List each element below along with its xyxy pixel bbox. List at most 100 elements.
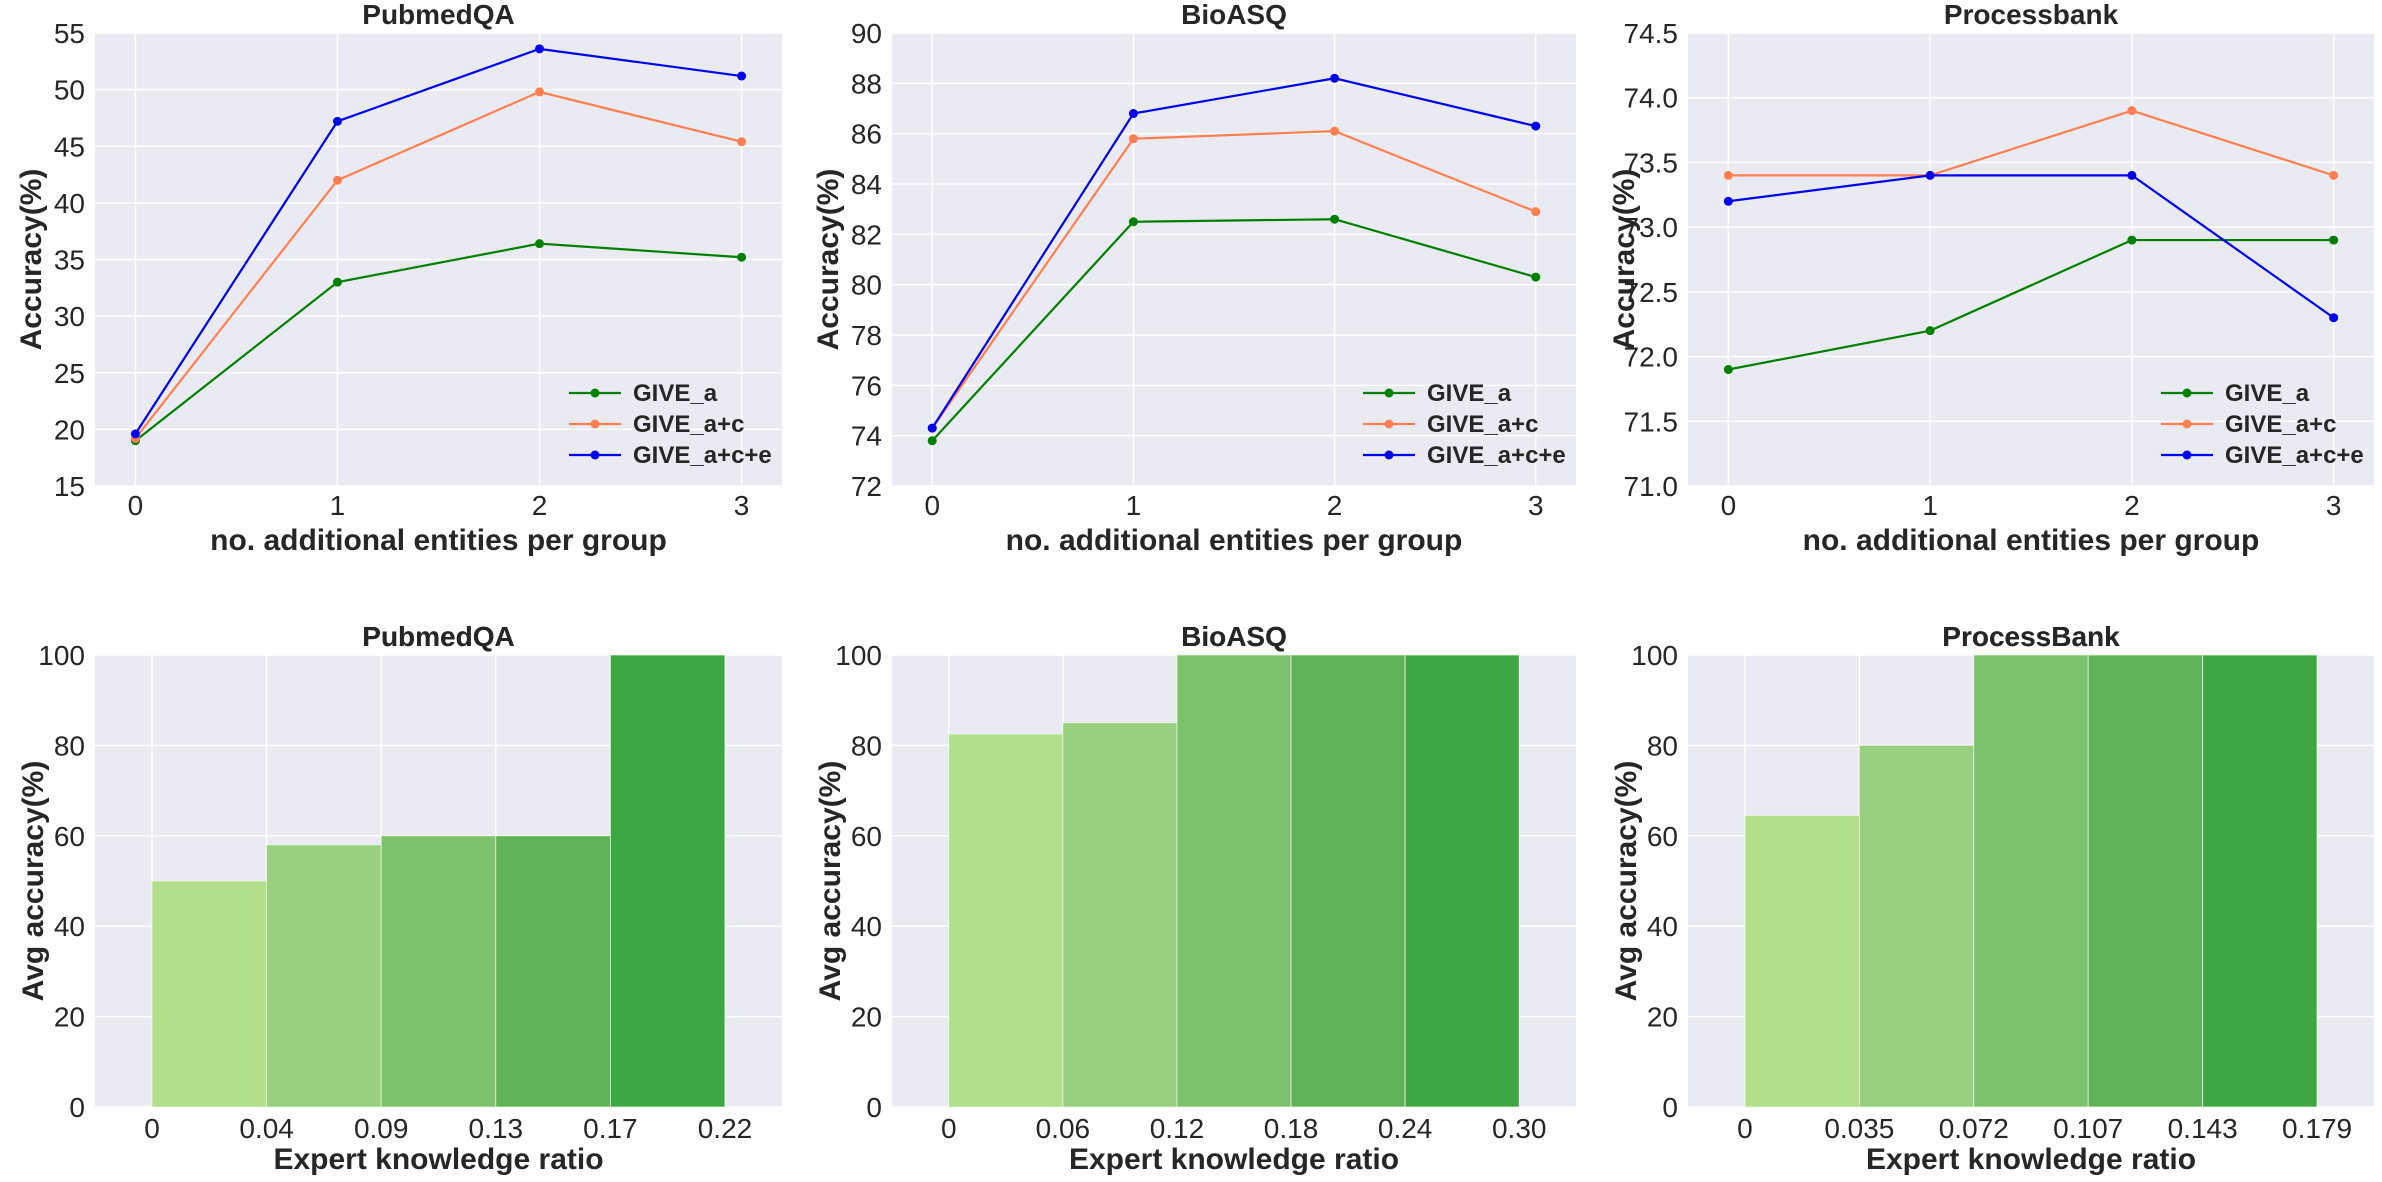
bar [1973, 654, 2089, 1108]
data-point [1531, 272, 1541, 282]
data-point [1723, 196, 1733, 206]
legend-entry: GIVE_a+c [1427, 411, 1538, 438]
y-tick-label: 20 [54, 414, 85, 445]
y-tick-label: 40 [851, 911, 882, 942]
chart-panel-3: Processbank no. additional entities per g… [1608, 0, 2374, 557]
y-axis-label: Accuracy(%) [1608, 169, 1641, 351]
x-tick-label: 0.09 [354, 1113, 409, 1144]
series-line-GIVE_a+c+e [1728, 174, 2335, 319]
y-tick-label: 60 [1647, 821, 1678, 852]
data-point [332, 116, 342, 126]
y-tick-label: 55 [54, 18, 85, 49]
x-tick-label: 0.06 [1036, 1113, 1091, 1144]
y-tick-label: 0 [69, 1092, 85, 1123]
y-tick-label: 74.5 [1624, 18, 1679, 49]
legend-marker [590, 419, 600, 429]
data-point [1925, 326, 1935, 336]
y-tick-label: 40 [1647, 911, 1678, 942]
y-tick-label: 88 [851, 68, 882, 99]
x-tick-label: 2 [2124, 490, 2140, 521]
legend-marker [2182, 419, 2192, 429]
series-line-GIVE_a+c+e [931, 77, 1537, 429]
y-tick-label: 35 [54, 245, 85, 276]
series-line-GIVE_a [1728, 238, 2334, 371]
y-tick-label: 86 [851, 119, 882, 150]
legend-entry: GIVE_a+c+e [2225, 442, 2364, 469]
y-tick-label: 20 [1647, 1002, 1678, 1033]
data-point [737, 71, 747, 81]
chart-title: ProcessBank [1942, 621, 2120, 652]
y-tick-label: 20 [54, 1002, 85, 1033]
data-point [130, 429, 140, 439]
y-axis-label: Avg accuracy(%) [814, 761, 847, 1002]
x-tick-label: 0.18 [1264, 1113, 1319, 1144]
y-tick-label: 73.5 [1624, 147, 1679, 178]
data-point [1330, 126, 1340, 136]
x-axis-label: Expert knowledge ratio [1866, 1143, 2196, 1176]
y-tick-label: 20 [851, 1002, 882, 1033]
y-axis-label: Avg accuracy(%) [17, 761, 50, 1002]
x-tick-label: 3 [2326, 490, 2342, 521]
y-tick-label: 72.0 [1624, 342, 1679, 373]
y-tick-label: 71.5 [1624, 406, 1679, 437]
bar [380, 835, 497, 1108]
bar [495, 835, 611, 1108]
bar [1290, 654, 1406, 1108]
x-tick-label: 0.143 [2168, 1113, 2238, 1144]
data-point [2127, 170, 2137, 180]
y-tick-label: 80 [851, 730, 882, 761]
chart-title-overlay: ProcessBank [1942, 621, 2120, 652]
bar [1176, 654, 1292, 1108]
y-tick-label: 84 [851, 169, 882, 200]
legend-entry: GIVE_a+c+e [633, 442, 772, 469]
x-tick-label: 1 [1922, 490, 1938, 521]
data-point [1531, 121, 1541, 131]
x-tick-label: 0.072 [1939, 1113, 2009, 1144]
data-point [332, 175, 342, 185]
chart-title-overlay: BioASQ [1181, 621, 1287, 652]
x-axis-label: Expert knowledge ratio [1069, 1143, 1399, 1176]
chart-panel-4: PubmedQA Expert knowledge ratio Avg accura… [17, 621, 782, 1176]
legend-marker [1384, 419, 1394, 429]
y-tick-label: 0 [1662, 1092, 1678, 1123]
bar [2087, 654, 2204, 1108]
legend-marker [2182, 388, 2192, 398]
data-point [927, 436, 937, 446]
x-tick-label: 0.04 [239, 1113, 294, 1144]
series-line-GIVE_a [931, 218, 1537, 442]
y-tick-label: 72.5 [1624, 277, 1679, 308]
y-axis-label: Avg accuracy(%) [1610, 761, 1643, 1002]
x-tick-label: 1 [330, 490, 346, 521]
chart-panel-5: BioASQ Expert knowledge ratio Avg accuracy… [814, 621, 1576, 1176]
y-tick-label: 15 [54, 471, 85, 502]
x-tick-label: 0.17 [583, 1113, 638, 1144]
y-tick-label: 100 [835, 640, 882, 671]
bar [1062, 722, 1178, 1108]
data-point [2329, 313, 2339, 323]
bar [1744, 815, 1860, 1108]
y-tick-label: 72 [851, 471, 882, 502]
x-axis-label: Expert knowledge ratio [273, 1143, 603, 1176]
x-tick-label: 0 [128, 490, 144, 521]
y-tick-label: 40 [54, 911, 85, 942]
data-point [535, 239, 545, 249]
y-axis-label: Accuracy(%) [15, 169, 48, 351]
x-tick-label: 0.107 [2053, 1113, 2123, 1144]
y-tick-label: 80 [851, 270, 882, 301]
x-tick-label: 3 [734, 490, 750, 521]
legend-marker [1384, 388, 1394, 398]
chart-panel-1: PubmedQA no. additional entities per grou… [15, 0, 782, 557]
x-axis-label: no. additional entities per group [1006, 524, 1463, 557]
x-tick-label: 0 [1721, 490, 1737, 521]
data-point [1723, 365, 1733, 375]
y-tick-label: 60 [851, 821, 882, 852]
data-point [1723, 170, 1733, 180]
legend-entry: GIVE_a [633, 380, 718, 407]
legend-entry: GIVE_a [1427, 380, 1512, 407]
y-tick-label: 60 [54, 821, 85, 852]
data-point [2329, 235, 2339, 245]
legend-marker [2182, 450, 2192, 460]
y-tick-label: 78 [851, 320, 882, 351]
series-line-GIVE_a [134, 242, 742, 442]
legend-marker [590, 388, 600, 398]
